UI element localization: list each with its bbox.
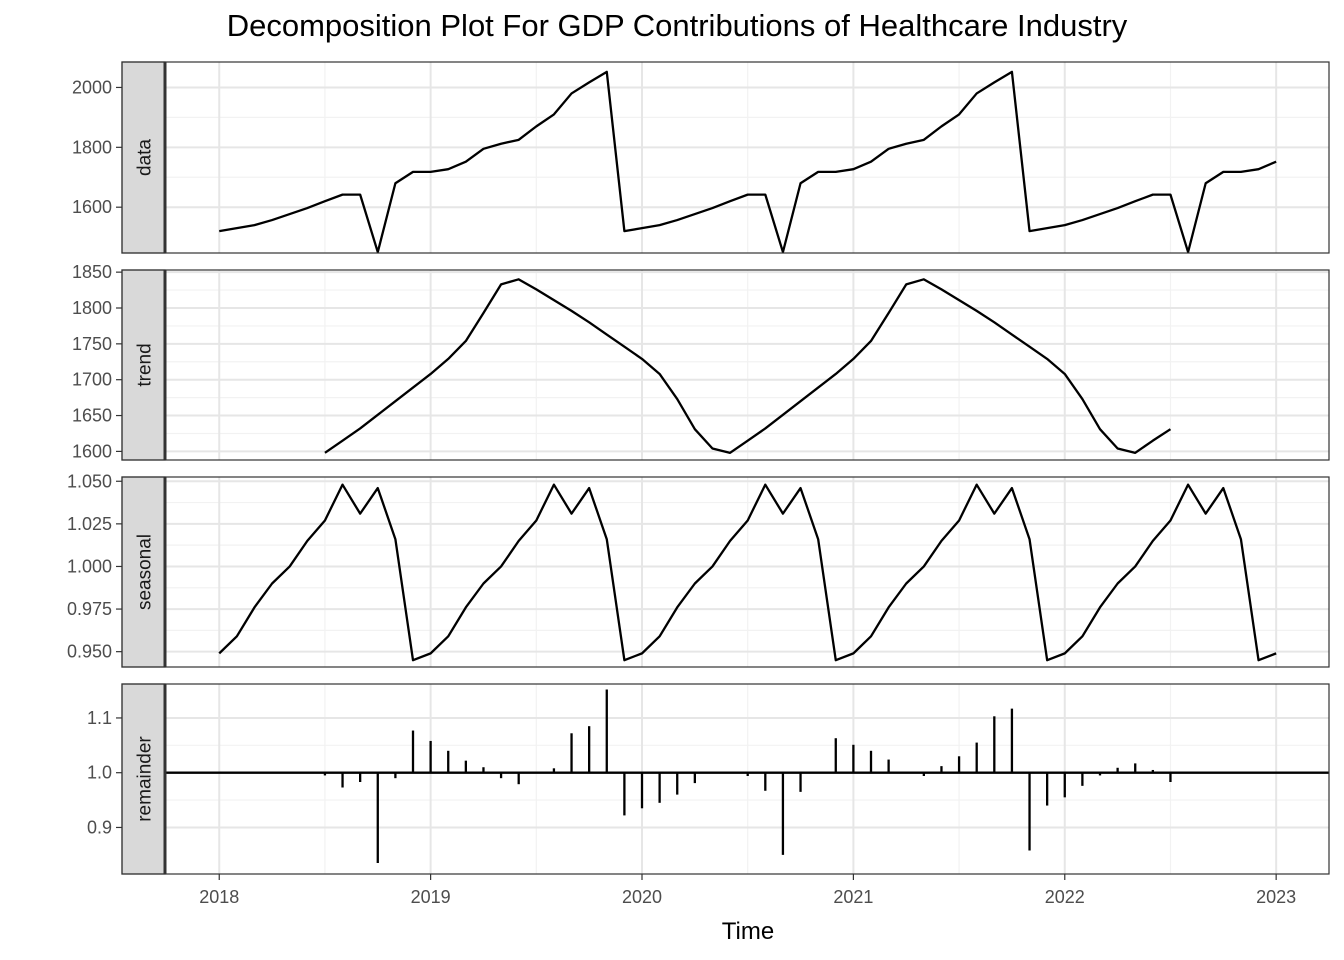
x-axis-title: Time xyxy=(722,918,774,945)
panel-border xyxy=(121,683,1330,875)
y-tick-label: 1650 xyxy=(72,406,112,426)
panel-border xyxy=(121,61,1330,254)
panel-data: 1600 1800 2000 data xyxy=(72,61,1330,254)
panel-background xyxy=(122,62,1329,253)
y-tick-label: 0.950 xyxy=(67,642,112,662)
x-tick-label: 2020 xyxy=(622,887,662,907)
series-line-data xyxy=(219,70,1277,254)
series-line-trend xyxy=(324,278,1172,454)
y-tick-label: 1800 xyxy=(72,298,112,318)
panel-background xyxy=(122,477,1329,667)
chart-title: Decomposition Plot For GDP Contributions… xyxy=(226,8,1128,43)
x-tick-label: 2021 xyxy=(833,887,873,907)
x-tick-label: 2023 xyxy=(1256,887,1296,907)
y-tick-label: 1.0 xyxy=(87,763,112,783)
y-tick-label: 1.025 xyxy=(67,514,112,534)
y-tick-label: 1850 xyxy=(72,262,112,282)
panel-background xyxy=(122,270,1329,460)
y-tick-label: 0.975 xyxy=(67,599,112,619)
panel-remainder: 0.9 1.0 1.1 remainder xyxy=(87,683,1330,875)
strip-background xyxy=(121,269,166,461)
y-tick-label: 1600 xyxy=(72,197,112,217)
y-tick-label: 1800 xyxy=(72,137,112,157)
x-axis: 2018 2019 2020 2021 2022 2023 xyxy=(199,874,1296,907)
panel-border xyxy=(121,476,1330,668)
panel-background xyxy=(122,684,1329,874)
strip-label: seasonal xyxy=(135,534,156,610)
strip-label: trend xyxy=(135,343,156,386)
panel-seasonal: 0.950 0.975 1.000 1.025 1.050 seasonal xyxy=(67,471,1330,668)
y-tick-label: 1750 xyxy=(72,334,112,354)
y-tick-label: 1.000 xyxy=(67,556,112,576)
panels-layer: 1600 1800 2000 data 1600 1650 1700 1750 1800 1850… xyxy=(67,61,1330,875)
strip-label: data xyxy=(135,139,156,176)
strip-label: remainder xyxy=(135,736,156,822)
x-tick-label: 2019 xyxy=(411,887,451,907)
panel-trend: 1600 1650 1700 1750 1800 1850 trend xyxy=(72,262,1330,461)
y-tick-label: 0.9 xyxy=(87,817,112,837)
x-tick-label: 2022 xyxy=(1045,887,1085,907)
series-line-seasonal xyxy=(218,483,1277,662)
y-tick-label: 1600 xyxy=(72,441,112,461)
x-tick-label: 2018 xyxy=(199,887,239,907)
y-tick-label: 1.1 xyxy=(87,708,112,728)
y-tick-label: 1.050 xyxy=(67,471,112,491)
panel-border xyxy=(121,269,1330,461)
y-tick-label: 2000 xyxy=(72,77,112,97)
y-tick-label: 1700 xyxy=(72,370,112,390)
